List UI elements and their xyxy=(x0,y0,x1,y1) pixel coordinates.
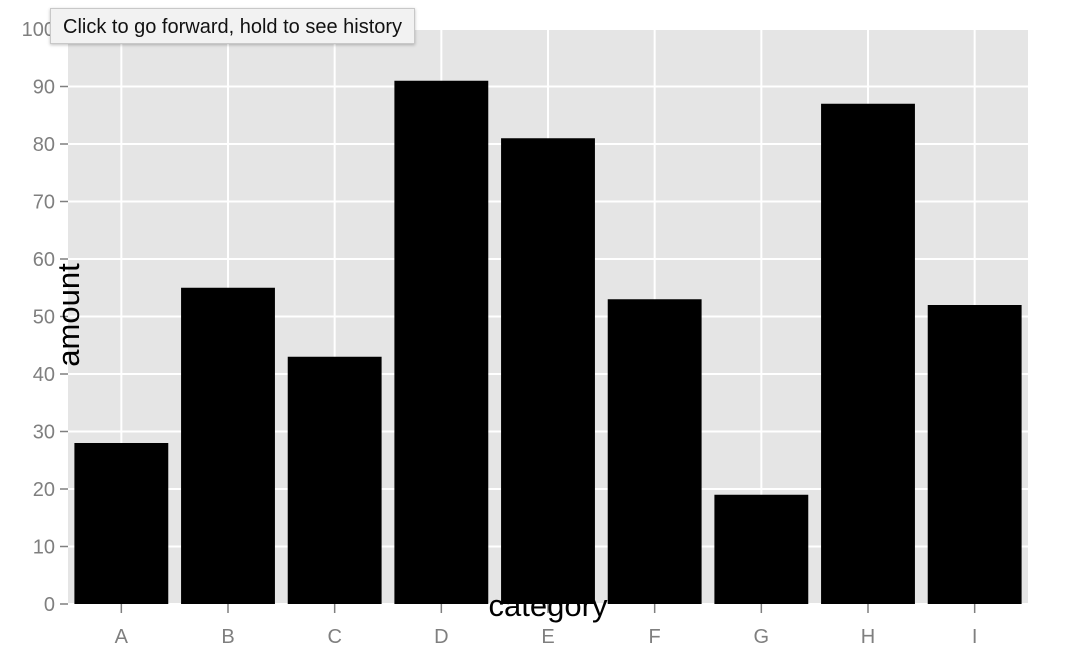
y-tick-label: 70 xyxy=(33,192,55,214)
bar-b xyxy=(181,287,275,604)
bar-d xyxy=(394,80,489,604)
y-tick-label: 80 xyxy=(33,134,55,156)
bar-f xyxy=(607,299,702,604)
x-tick-label: H xyxy=(861,626,875,648)
y-tick-label: 0 xyxy=(44,594,55,616)
x-tick-label: G xyxy=(754,626,770,648)
x-tick-label: B xyxy=(221,626,234,648)
bar-g xyxy=(714,494,809,604)
bar-c xyxy=(287,356,382,604)
y-tick-label: 60 xyxy=(33,249,55,271)
x-tick-label: A xyxy=(115,626,129,648)
y-tick-label: 20 xyxy=(33,479,55,501)
y-tick-label: 100 xyxy=(22,19,55,41)
bar-a xyxy=(74,443,169,604)
bar-e xyxy=(501,138,595,604)
y-tick-label: 10 xyxy=(33,537,55,559)
x-tick-label: I xyxy=(972,626,978,648)
y-axis-title: amount xyxy=(51,263,86,367)
bar-i xyxy=(927,305,1022,604)
y-tick-label: 50 xyxy=(33,307,55,329)
x-tick-label: F xyxy=(649,626,661,648)
y-tick-label: 30 xyxy=(33,422,55,444)
x-tick-label: C xyxy=(327,626,341,648)
y-tick-label: 90 xyxy=(33,77,55,99)
x-tick-label: D xyxy=(434,626,448,648)
y-tick-label: 40 xyxy=(33,364,55,386)
x-tick-label: E xyxy=(541,626,554,648)
bar-h xyxy=(821,103,915,604)
browser-tooltip: Click to go forward, hold to see history xyxy=(50,8,416,44)
